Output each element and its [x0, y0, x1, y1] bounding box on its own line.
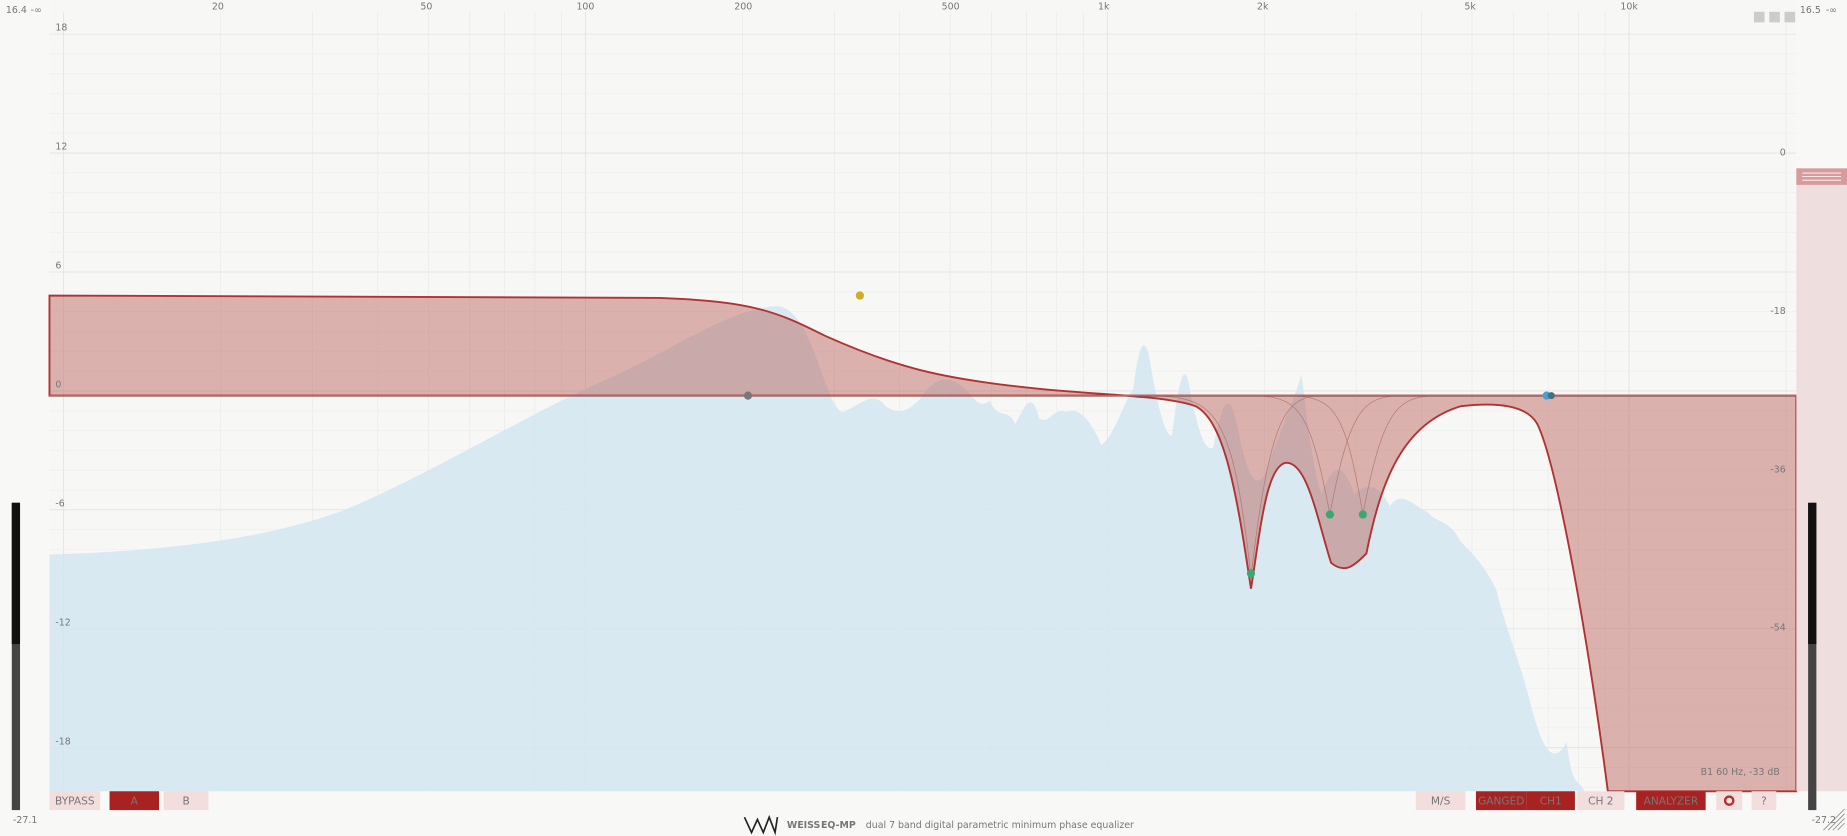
button[interactable] — [163, 791, 209, 811]
button-label[interactable]: ANALYZER — [1644, 795, 1699, 807]
band-node[interactable] — [1547, 392, 1555, 400]
button-label[interactable]: M/S — [1431, 795, 1451, 807]
window-button[interactable] — [1769, 11, 1780, 23]
analyzer-label: 0 — [1780, 148, 1786, 159]
band-node[interactable] — [855, 291, 865, 300]
gain-label: -12 — [55, 617, 70, 628]
band-node[interactable] — [1358, 510, 1367, 519]
resize-grip[interactable] — [1823, 808, 1845, 831]
gain-label: -6 — [55, 498, 64, 509]
button[interactable] — [1526, 791, 1575, 811]
band-node[interactable] — [743, 391, 753, 400]
eq-curve — [48, 294, 1798, 793]
band-node[interactable] — [1325, 510, 1335, 519]
button[interactable] — [109, 791, 160, 811]
freq-label: 2k — [1257, 2, 1269, 13]
window-button[interactable] — [1753, 11, 1765, 23]
gain-label: 12 — [55, 142, 67, 153]
analyzer-label: -36 — [1770, 464, 1785, 475]
product: EQ-MP — [821, 820, 856, 831]
button-label[interactable]: ? — [1761, 795, 1767, 807]
button-label[interactable]: B — [182, 795, 189, 807]
settings-button[interactable] — [1716, 791, 1743, 811]
scroll-track — [1796, 168, 1847, 792]
gain-label: 18 — [55, 23, 67, 34]
button[interactable] — [1475, 791, 1527, 811]
freq-label: 100 — [576, 2, 594, 13]
gain-label: -18 — [55, 736, 70, 747]
meter-rms: -∞ — [1826, 5, 1837, 16]
button-label[interactable]: CH1 — [1540, 795, 1562, 807]
button[interactable] — [49, 791, 101, 811]
analyzer-spectrum — [49, 306, 1585, 792]
freq-label: 20 — [212, 2, 224, 13]
meter-rms: -∞ — [31, 5, 42, 16]
level-meter — [1808, 502, 1817, 811]
analyzer-label: -54 — [1770, 623, 1785, 634]
brand: WEISS — [787, 820, 821, 831]
description: dual 7 band digital parametric minimum p… — [866, 820, 1134, 831]
gain-label: 0 — [55, 380, 61, 391]
meter-peak: 16.5 — [1800, 5, 1821, 16]
window-button[interactable] — [1784, 11, 1796, 23]
settings-icon[interactable] — [1723, 795, 1735, 806]
band-node[interactable] — [1246, 569, 1256, 578]
button[interactable] — [1751, 791, 1777, 811]
freq-label: 50 — [420, 2, 432, 13]
handle-grip — [1802, 172, 1842, 181]
button-label[interactable]: GANGED — [1478, 795, 1524, 807]
level-meter-top — [11, 502, 21, 645]
button[interactable] — [1577, 791, 1625, 811]
button-label[interactable]: BYPASS — [55, 795, 95, 807]
meter-peak: 16.4 — [6, 5, 27, 16]
meter-bottom: -27.1 — [13, 815, 37, 826]
freq-label: 1k — [1098, 2, 1110, 13]
meter-bottom: -27.2 — [1812, 815, 1836, 826]
gain-label: 6 — [55, 261, 61, 272]
analyzer-label: -18 — [1770, 306, 1785, 317]
freq-label: 500 — [942, 2, 960, 13]
level-meter-top — [1808, 502, 1817, 645]
level-meter — [11, 502, 21, 811]
readout: B1 60 Hz, -33 dB — [1701, 767, 1780, 778]
freq-label: 200 — [734, 2, 752, 13]
labels: 20 50 100 200 500 1k 2k 5k 10k 18 12 6 0 -6 -12 -18 0 -18… — [6, 2, 1837, 831]
button-label[interactable]: CH 2 — [1588, 795, 1613, 807]
button[interactable] — [1636, 791, 1706, 811]
button-label[interactable]: A — [131, 795, 139, 807]
logo — [743, 814, 779, 836]
button[interactable] — [1415, 791, 1466, 811]
freq-label: 5k — [1464, 2, 1476, 13]
freq-label: 10k — [1620, 2, 1638, 13]
